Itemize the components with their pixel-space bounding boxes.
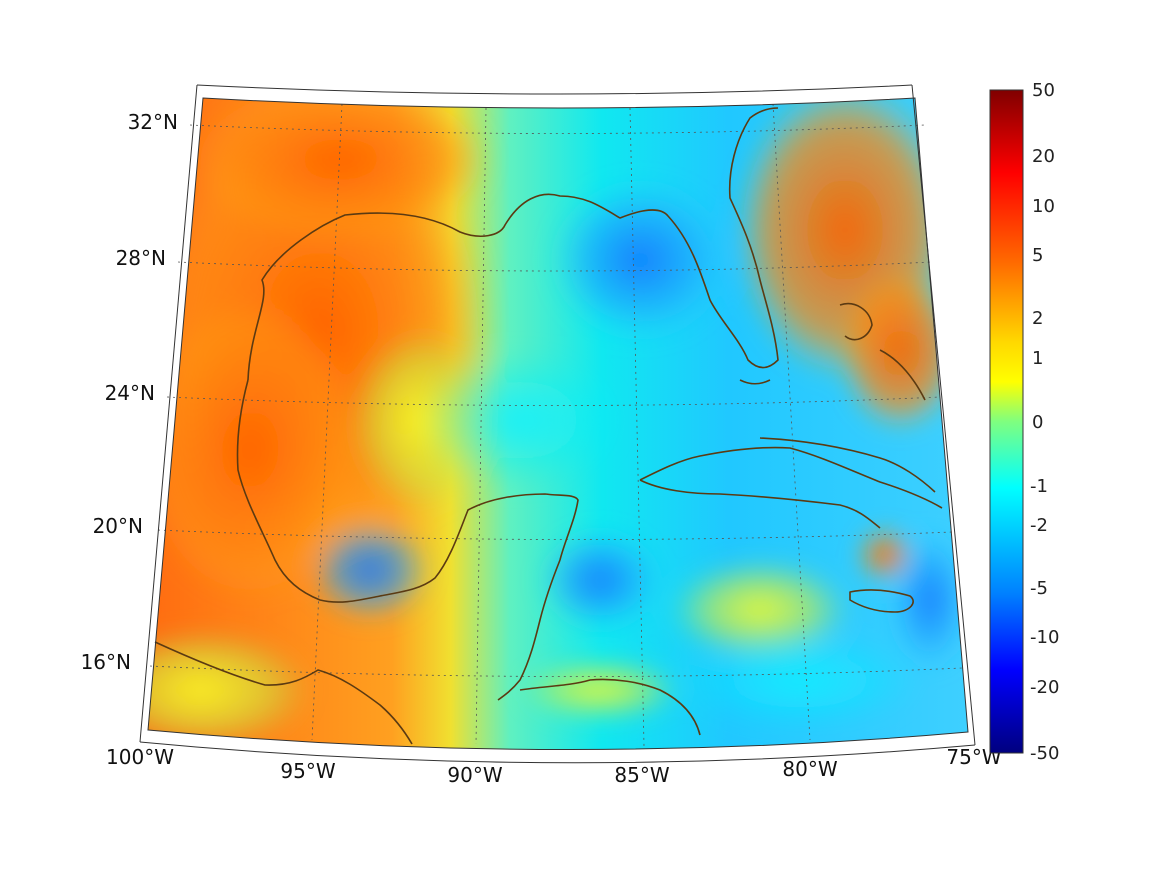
- coastlines: [154, 107, 943, 745]
- colorbar: 50 20 10 5 2 1 0 -1 -2 -5 -10 -20 -50: [989, 80, 1059, 764]
- data-field: [148, 98, 968, 750]
- latitude-labels: 32°N 28°N 24°N 20°N 16°N: [81, 110, 178, 674]
- lat-label-28n: 28°N: [116, 246, 166, 270]
- lon-label-95w: 95°W: [280, 759, 335, 783]
- lat-label-20n: 20°N: [93, 514, 143, 538]
- colorbar-label-neg50: -50: [1030, 743, 1059, 764]
- colorbar-label-50: 50: [1032, 80, 1055, 101]
- graticule: [149, 103, 963, 747]
- colorbar-label-5: 5: [1032, 245, 1043, 266]
- colorbar-label-20: 20: [1032, 146, 1055, 167]
- colorbar-label-0: 0: [1032, 412, 1043, 433]
- lon-label-100w: 100°W: [106, 745, 174, 769]
- map-frame: [139, 84, 976, 764]
- lat-label-16n: 16°N: [81, 650, 131, 674]
- lon-label-90w: 90°W: [447, 763, 502, 787]
- colorbar-label-1: 1: [1032, 348, 1043, 369]
- colorbar-label-neg1: -1: [1030, 476, 1048, 497]
- colorbar-label-neg5: -5: [1030, 578, 1048, 599]
- colorbar-label-neg20: -20: [1030, 677, 1059, 698]
- colorbar-label-2: 2: [1032, 308, 1043, 329]
- colorbar-gradient: [989, 89, 1024, 754]
- lat-label-24n: 24°N: [105, 381, 155, 405]
- colorbar-label-neg10: -10: [1030, 627, 1059, 648]
- lon-label-80w: 80°W: [782, 757, 837, 781]
- longitude-labels: 100°W 95°W 90°W 85°W 80°W 75°W: [106, 745, 1002, 787]
- colorbar-label-10: 10: [1032, 196, 1055, 217]
- lon-label-85w: 85°W: [614, 763, 669, 787]
- colorbar-label-neg2: -2: [1030, 515, 1048, 536]
- lat-label-32n: 32°N: [128, 110, 178, 134]
